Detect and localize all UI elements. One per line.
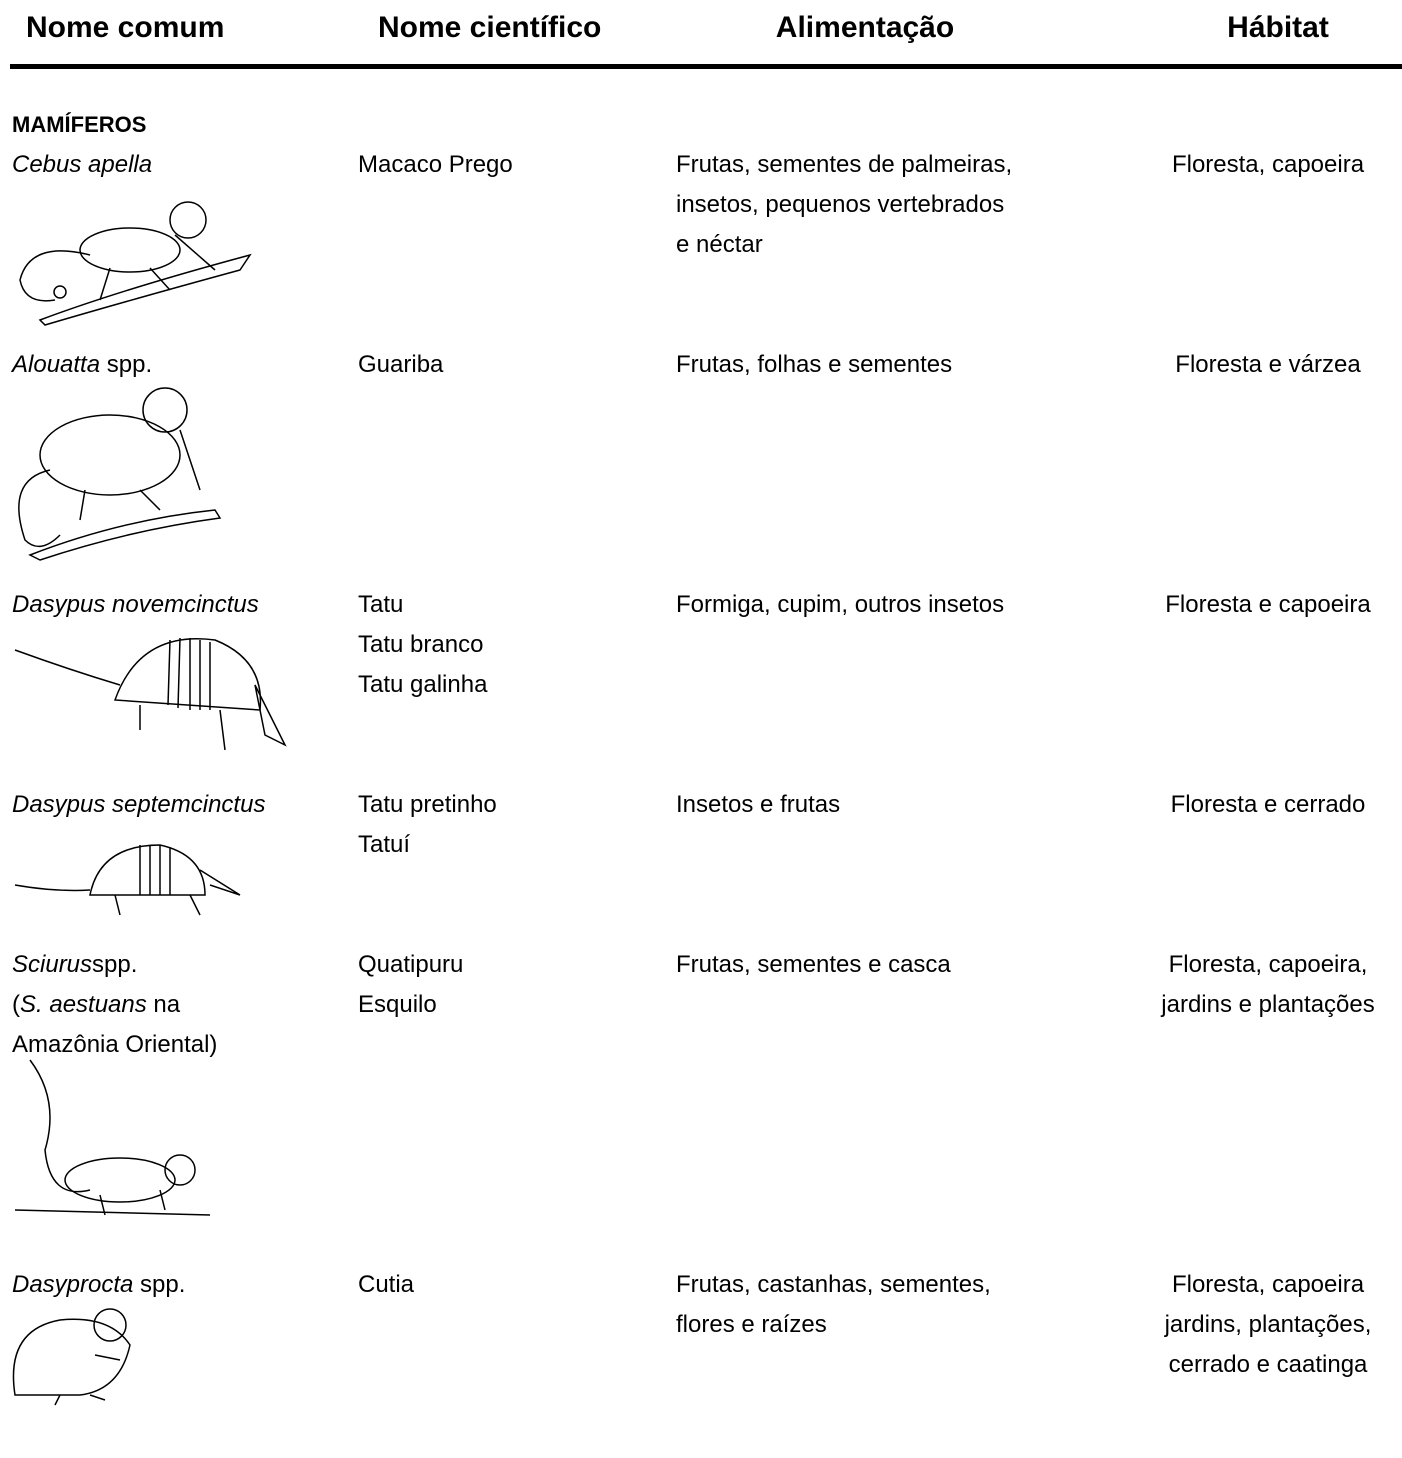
name-part: Amazônia Oriental): [12, 1031, 218, 1058]
howler-sketch: [18, 387, 222, 561]
column-header: Nome científico: [378, 11, 602, 44]
diet: Frutas, folhas e sementes: [676, 351, 953, 378]
diet: flores e raízes: [676, 1311, 827, 1338]
common-name: Macaco Prego: [358, 151, 513, 178]
name-part: Sciurus: [12, 951, 93, 978]
agouti-sketch: [12, 1308, 131, 1406]
scientific-name: (S. aestuans na: [12, 985, 180, 1025]
common-name: Quatipuru: [358, 951, 464, 978]
name-part: (: [12, 991, 20, 1018]
name-part: Dasypus novemcinctus: [12, 591, 259, 618]
column-header: Hábitat: [1227, 11, 1329, 44]
scientific-name: Cebus apella: [12, 145, 152, 185]
monkey-sketch: [19, 201, 252, 326]
name-part: Dasyprocta: [12, 1271, 134, 1298]
name-part: spp.: [100, 351, 153, 378]
diet: Frutas, castanhas, sementes,: [676, 1271, 991, 1298]
name-part: spp.: [92, 951, 138, 978]
common-name: Esquilo: [358, 991, 437, 1018]
header-rule: [10, 64, 1402, 69]
scientific-name: Dasyprocta spp.: [12, 1265, 185, 1305]
common-name: Tatu galinha: [358, 671, 488, 698]
armadillo-sketch: [14, 637, 287, 751]
habitat: Floresta e várzea: [1175, 351, 1361, 378]
diet: Frutas, sementes e casca: [676, 951, 951, 978]
column-header: Alimentação: [775, 11, 955, 44]
squirrel-sketch: [14, 1059, 211, 1216]
habitat: Floresta e capoeira: [1165, 591, 1371, 618]
column-header: Nome comum: [26, 11, 225, 44]
name-part: spp.: [133, 1271, 186, 1298]
diet: Formiga, cupim, outros insetos: [676, 591, 1005, 618]
scientific-name: Alouatta spp.: [12, 345, 152, 385]
name-part: na: [146, 991, 181, 1018]
diet: Frutas, sementes de palmeiras,: [676, 151, 1013, 178]
diet: Insetos e frutas: [676, 791, 841, 818]
name-part: Alouatta: [12, 351, 101, 378]
common-name: Cutia: [358, 1271, 415, 1298]
armadillo-small-sketch: [14, 844, 241, 916]
name-part: S. aestuans: [20, 991, 147, 1018]
diet: e néctar: [676, 231, 763, 258]
scientific-name: Sciurusspp.: [12, 945, 137, 985]
section-title: MAMÍFEROS: [12, 112, 147, 137]
habitat: Floresta, capoeira,: [1168, 951, 1368, 978]
habitat: jardins, plantações,: [1164, 1311, 1372, 1338]
name-part: Cebus apella: [12, 151, 153, 178]
habitat: cerrado e caatinga: [1168, 1351, 1368, 1378]
diet: insetos, pequenos vertebrados: [676, 191, 1005, 218]
habitat: jardins e plantações: [1161, 991, 1375, 1018]
common-name: Tatu branco: [358, 631, 484, 658]
common-name: Guariba: [358, 351, 444, 378]
common-name: Tatu pretinho: [358, 791, 497, 818]
common-name: Tatuí: [358, 831, 411, 858]
scientific-name: Dasypus septemcinctus: [12, 785, 265, 825]
name-part: Dasypus septemcinctus: [12, 791, 266, 818]
scientific-name: Amazônia Oriental): [12, 1025, 217, 1065]
habitat: Floresta, capoeira: [1171, 1271, 1365, 1298]
habitat: Floresta, capoeira: [1171, 151, 1365, 178]
scientific-name: Dasypus novemcinctus: [12, 585, 259, 625]
habitat: Floresta e cerrado: [1170, 791, 1366, 818]
common-name: Tatu: [358, 591, 404, 618]
